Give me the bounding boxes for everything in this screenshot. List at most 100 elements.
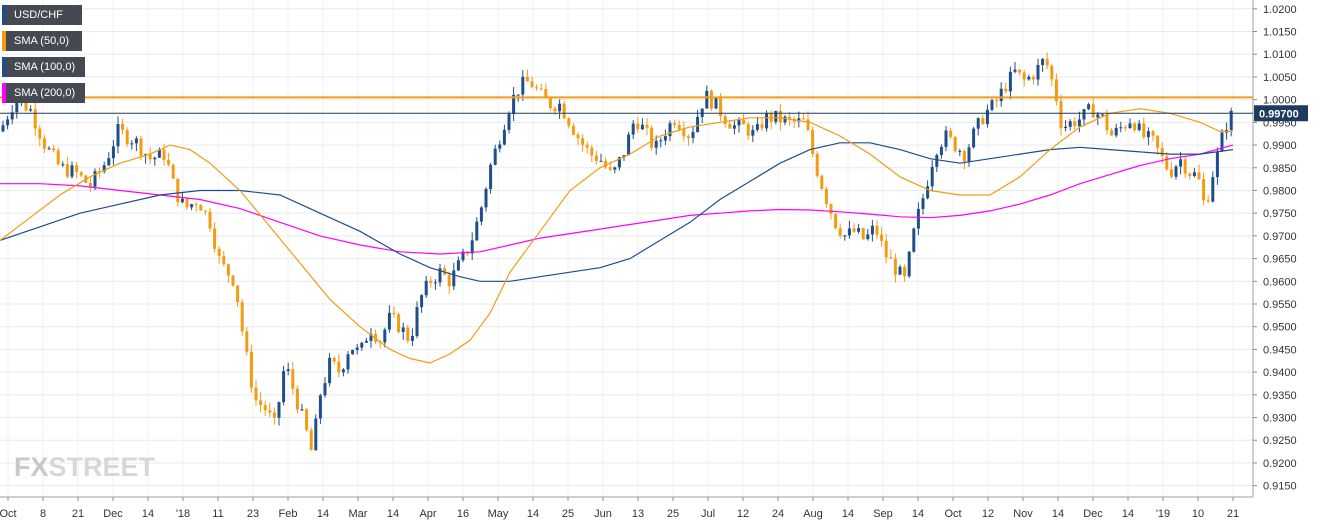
candle-body <box>42 138 46 149</box>
candle-body <box>429 280 433 284</box>
candle-body <box>590 147 594 156</box>
candle-body <box>286 369 290 372</box>
candle-body <box>553 108 557 112</box>
candles <box>1 52 1233 451</box>
candle-body <box>548 97 552 109</box>
x-tick-label: Apr <box>419 508 436 520</box>
legend-label: SMA (50,0) <box>14 35 70 47</box>
candle-body <box>571 125 575 135</box>
candle-body <box>102 165 106 172</box>
candle-body <box>295 388 299 410</box>
x-tick-label: 14 <box>317 508 329 520</box>
candle-body <box>935 155 939 167</box>
logo-street: STREET <box>48 452 156 482</box>
candle-body <box>1169 169 1173 177</box>
candle-body <box>1151 131 1155 136</box>
x-tick-label: Dec <box>1083 508 1103 520</box>
legend-item-sma200[interactable]: SMA (200,0) <box>2 83 86 103</box>
candle-body <box>98 171 102 173</box>
candle-body <box>673 123 677 125</box>
candle-body <box>148 154 152 160</box>
y-tick-label: 0.9900 <box>1263 140 1297 152</box>
candle-body <box>838 228 842 236</box>
x-tick-label: Sep <box>873 508 893 520</box>
x-tick-label: Nov <box>1013 508 1033 520</box>
candle-body <box>1220 132 1224 152</box>
candle-body <box>1197 172 1201 180</box>
candle-body <box>682 129 686 137</box>
candle-body <box>576 134 580 139</box>
candle-body <box>479 207 483 222</box>
candle-body <box>599 160 603 162</box>
candle-body <box>406 327 410 341</box>
logo-fx: FX <box>14 452 49 482</box>
candle-body <box>608 167 612 170</box>
candle-body <box>1045 58 1049 66</box>
candle-body <box>259 400 263 406</box>
candle-body <box>866 234 870 240</box>
legend-item-sma100[interactable]: SMA (100,0) <box>2 57 86 77</box>
legend-label: USD/CHF <box>14 9 63 21</box>
candle-body <box>696 116 700 132</box>
candle-body <box>843 235 847 237</box>
candle-body <box>1183 159 1187 174</box>
candle-body <box>640 124 644 130</box>
candle-body <box>930 166 934 187</box>
candle-body <box>484 188 488 208</box>
candle-body <box>461 251 465 261</box>
legend-item-sma50[interactable]: SMA (50,0) <box>2 31 82 51</box>
x-tick-label: Aug <box>803 508 823 520</box>
candle-body <box>889 257 893 259</box>
candle-body <box>433 282 437 284</box>
candle-body <box>360 342 364 348</box>
candle-body <box>530 81 534 88</box>
candle-body <box>732 125 736 129</box>
candle-body <box>153 157 157 160</box>
x-tick-label: 14 <box>1122 508 1134 520</box>
candle-body <box>1156 135 1160 148</box>
candle-body <box>1114 127 1118 136</box>
candle-body <box>125 129 129 144</box>
x-tick-label: Oct <box>0 508 17 520</box>
candle-body <box>507 113 511 130</box>
x-tick-label: 16 <box>457 508 469 520</box>
candle-body <box>967 147 971 162</box>
candle-body <box>355 347 359 350</box>
candle-body <box>1206 200 1210 202</box>
candle-body <box>346 354 350 370</box>
x-tick-label: Dec <box>103 508 123 520</box>
candle-body <box>1174 166 1178 177</box>
y-tick-label: 1.0150 <box>1263 27 1297 39</box>
candle-body <box>870 225 874 235</box>
candle-body <box>659 140 663 142</box>
candle-body <box>139 138 143 156</box>
candle-body <box>719 97 723 117</box>
candle-body <box>893 258 897 275</box>
candle-body <box>617 157 621 168</box>
candle-body <box>990 100 994 110</box>
candle-body <box>75 165 79 173</box>
candle-body <box>1137 123 1141 131</box>
x-tick-label: May <box>488 508 509 520</box>
candle-body <box>861 228 865 240</box>
candle-body <box>314 418 318 451</box>
candle-body <box>995 100 999 102</box>
candle-body <box>604 160 608 168</box>
legend-swatch <box>2 83 6 103</box>
candle-body <box>29 109 33 111</box>
candle-body <box>245 331 249 352</box>
candle-body <box>190 204 194 208</box>
candle-body <box>691 131 695 139</box>
candle-body <box>213 228 217 249</box>
candle-body <box>1004 88 1008 92</box>
x-tick-label: 23 <box>247 508 259 520</box>
candle-body <box>226 264 230 276</box>
candle-body <box>185 198 189 208</box>
candle-body <box>65 164 69 177</box>
candle-body <box>686 136 690 139</box>
candle-body <box>1110 130 1114 136</box>
candle-body <box>751 129 755 136</box>
legend-item-usdchf[interactable]: USD/CHF <box>2 5 82 25</box>
candle-body <box>1128 123 1132 129</box>
candle-body <box>663 136 667 141</box>
